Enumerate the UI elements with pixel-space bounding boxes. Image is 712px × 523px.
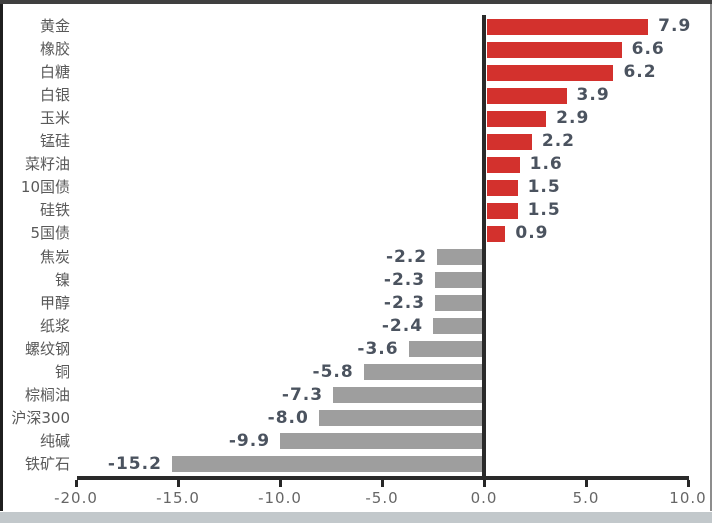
x-axis-tick (686, 480, 690, 487)
x-axis-tick (482, 480, 486, 487)
zero-axis-line (482, 15, 486, 480)
category-label: 沪深300 (11, 408, 70, 427)
bar-positive (487, 110, 547, 127)
category-label: 锰硅 (39, 132, 70, 151)
value-label: 2.2 (541, 131, 575, 152)
bar-positive (487, 41, 622, 58)
bar-positive (487, 64, 614, 81)
value-label: 2.9 (556, 108, 590, 129)
value-label: -2.3 (383, 269, 426, 290)
category-label: 玉米 (39, 109, 70, 128)
x-axis-tick-label: -10.0 (258, 489, 302, 507)
bar-positive (487, 156, 520, 173)
value-label: -3.6 (357, 338, 399, 359)
category-label: 黄金 (39, 17, 70, 35)
category-label: 纸浆 (39, 316, 70, 335)
value-label: 1.5 (527, 200, 561, 221)
value-label: 1.5 (527, 177, 561, 198)
category-label: 橡胶 (39, 40, 70, 59)
x-axis-tick (176, 480, 180, 487)
value-label: 6.2 (623, 62, 657, 83)
bar-positive (487, 179, 518, 196)
value-label: -5.8 (312, 361, 354, 382)
value-label: -9.9 (228, 430, 271, 451)
bar-positive (487, 87, 567, 104)
x-axis-tick (584, 480, 588, 487)
category-label: 螺纹钢 (24, 339, 70, 358)
value-label: 1.6 (529, 154, 563, 175)
value-label: -8.0 (267, 407, 309, 428)
x-axis-tick-label: 5.0 (572, 489, 600, 507)
category-label: 白银 (39, 86, 70, 105)
value-label: 7.9 (658, 16, 692, 36)
bar-positive (487, 202, 518, 219)
x-axis-tick-label: -15.0 (156, 489, 200, 507)
category-label: 白糖 (39, 63, 70, 82)
bar-negative (408, 341, 482, 358)
x-axis-tick (74, 480, 78, 487)
x-axis-tick-label: 10.0 (669, 489, 707, 507)
value-label: 3.9 (576, 85, 610, 106)
category-label: 棕榈油 (24, 385, 70, 404)
bar-negative (433, 318, 482, 335)
category-label: 硅铁 (39, 201, 70, 220)
value-label: -2.4 (381, 315, 424, 336)
bar-negative (435, 272, 482, 289)
value-label: -2.3 (383, 292, 426, 313)
frame-border-right (710, 4, 712, 511)
category-label: 铁矿石 (24, 454, 70, 473)
bar-positive (487, 225, 506, 242)
category-label: 纯碱 (39, 431, 70, 450)
category-label: 10国债 (20, 178, 70, 197)
frame-bottom-strip (0, 512, 712, 523)
x-axis-tick (380, 480, 384, 487)
x-axis-tick (278, 480, 282, 487)
value-label: -15.2 (107, 453, 162, 474)
bar-negative (333, 387, 482, 404)
value-label: -2.2 (385, 246, 428, 267)
bar-negative (171, 456, 482, 473)
category-label: 焦炭 (39, 247, 70, 266)
x-axis-tick-label: 0.0 (470, 489, 498, 507)
bar-positive (487, 18, 649, 35)
bar-negative (280, 433, 482, 450)
category-label: 菜籽油 (24, 155, 70, 174)
category-label: 5国债 (30, 224, 70, 243)
x-axis-tick-label: -5.0 (365, 489, 399, 507)
category-label: 镍 (54, 270, 70, 289)
bar-negative (318, 410, 482, 427)
x-axis-tick-label: -20.0 (54, 489, 98, 507)
frame-border-top (0, 0, 712, 4)
value-label: 6.6 (631, 39, 665, 60)
value-label: 0.9 (515, 223, 549, 244)
value-label: -7.3 (281, 384, 324, 405)
x-axis-line (77, 476, 689, 480)
category-label: 甲醇 (39, 293, 70, 312)
category-label: 铜 (54, 362, 70, 381)
frame-border-left (0, 4, 3, 511)
bar-positive (487, 133, 532, 150)
bar-negative (437, 249, 482, 266)
bar-negative (435, 295, 482, 312)
bar-negative (363, 364, 482, 381)
